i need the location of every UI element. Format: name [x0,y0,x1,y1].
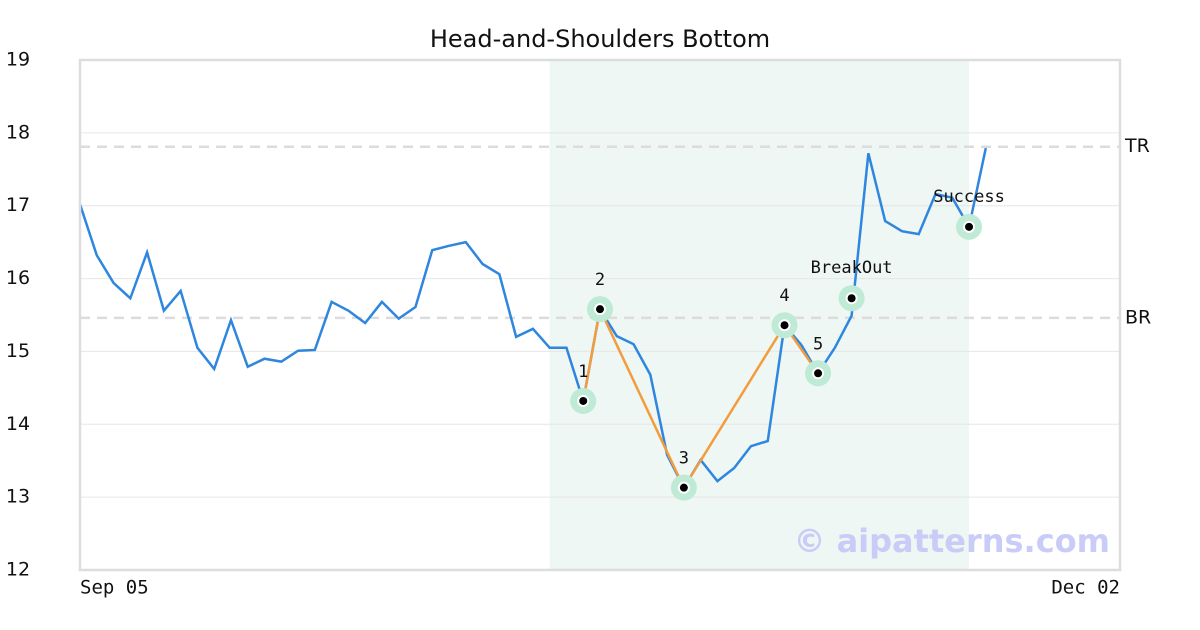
y-tick-label: 13 [6,486,30,508]
y-tick-label: 15 [6,340,30,362]
plot-frame [78,58,1122,572]
y-tick-label: 14 [6,413,30,435]
marker-label: 4 [779,286,789,306]
marker-label: 1 [578,362,588,382]
y-tick-label: 18 [6,121,30,143]
y-tick-label: 12 [6,559,30,581]
marker-dot [596,305,604,314]
chart-title: Head-and-Shoulders Bottom [430,25,770,53]
y-tick-label: 19 [6,49,30,71]
y-tick-label: 16 [6,267,30,289]
marker-dot [780,321,789,330]
marker-dot [579,396,588,405]
y-tick-label: 17 [6,194,30,216]
reference-label: TR [1124,135,1150,157]
marker-label: BreakOut [811,258,893,278]
marker-dot [814,369,823,378]
marker-label: Success [933,187,1005,207]
marker-label: 2 [595,270,605,290]
price-line [78,147,988,491]
marker-label: 5 [813,334,823,354]
marker-label: 3 [679,449,689,469]
reference-label: BR [1125,306,1151,328]
marker-dot [679,483,688,492]
x-tick-label: Dec 02 [1051,577,1120,599]
marker-dot [847,294,856,303]
marker-dot [965,222,974,231]
pattern-region [549,60,970,570]
x-tick-label: Sep 05 [80,577,149,599]
watermark: © aipatterns.com [793,522,1110,560]
